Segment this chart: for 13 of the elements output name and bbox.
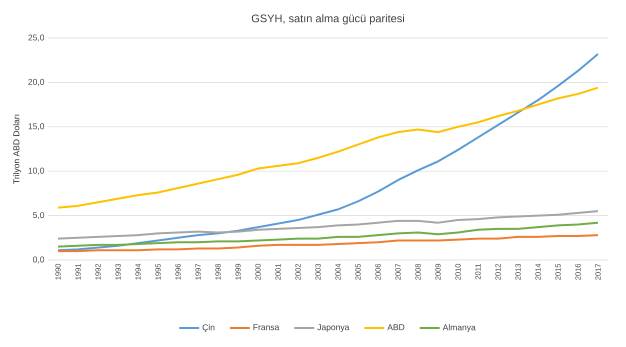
chart-title: GSYH, satın alma gücü paritesi bbox=[252, 14, 404, 24]
legend-label: Japonya bbox=[317, 324, 350, 332]
legend-label: Fransa bbox=[254, 324, 280, 330]
legend-label: Çin bbox=[202, 324, 214, 332]
legend-label: ABD bbox=[387, 324, 404, 330]
y-tick-label: 15,0 bbox=[28, 123, 44, 130]
y-tick-label: 10,0 bbox=[28, 168, 44, 175]
y-tick-label: 25,0 bbox=[28, 34, 44, 42]
y-tick-label: 5,0 bbox=[33, 212, 44, 220]
y-tick-label: 20,0 bbox=[28, 78, 44, 86]
y-axis-title: Trilyon ABD Doları bbox=[13, 114, 22, 184]
legend-label: Almanya bbox=[442, 324, 476, 332]
y-tick-label: 0,0 bbox=[32, 256, 44, 264]
